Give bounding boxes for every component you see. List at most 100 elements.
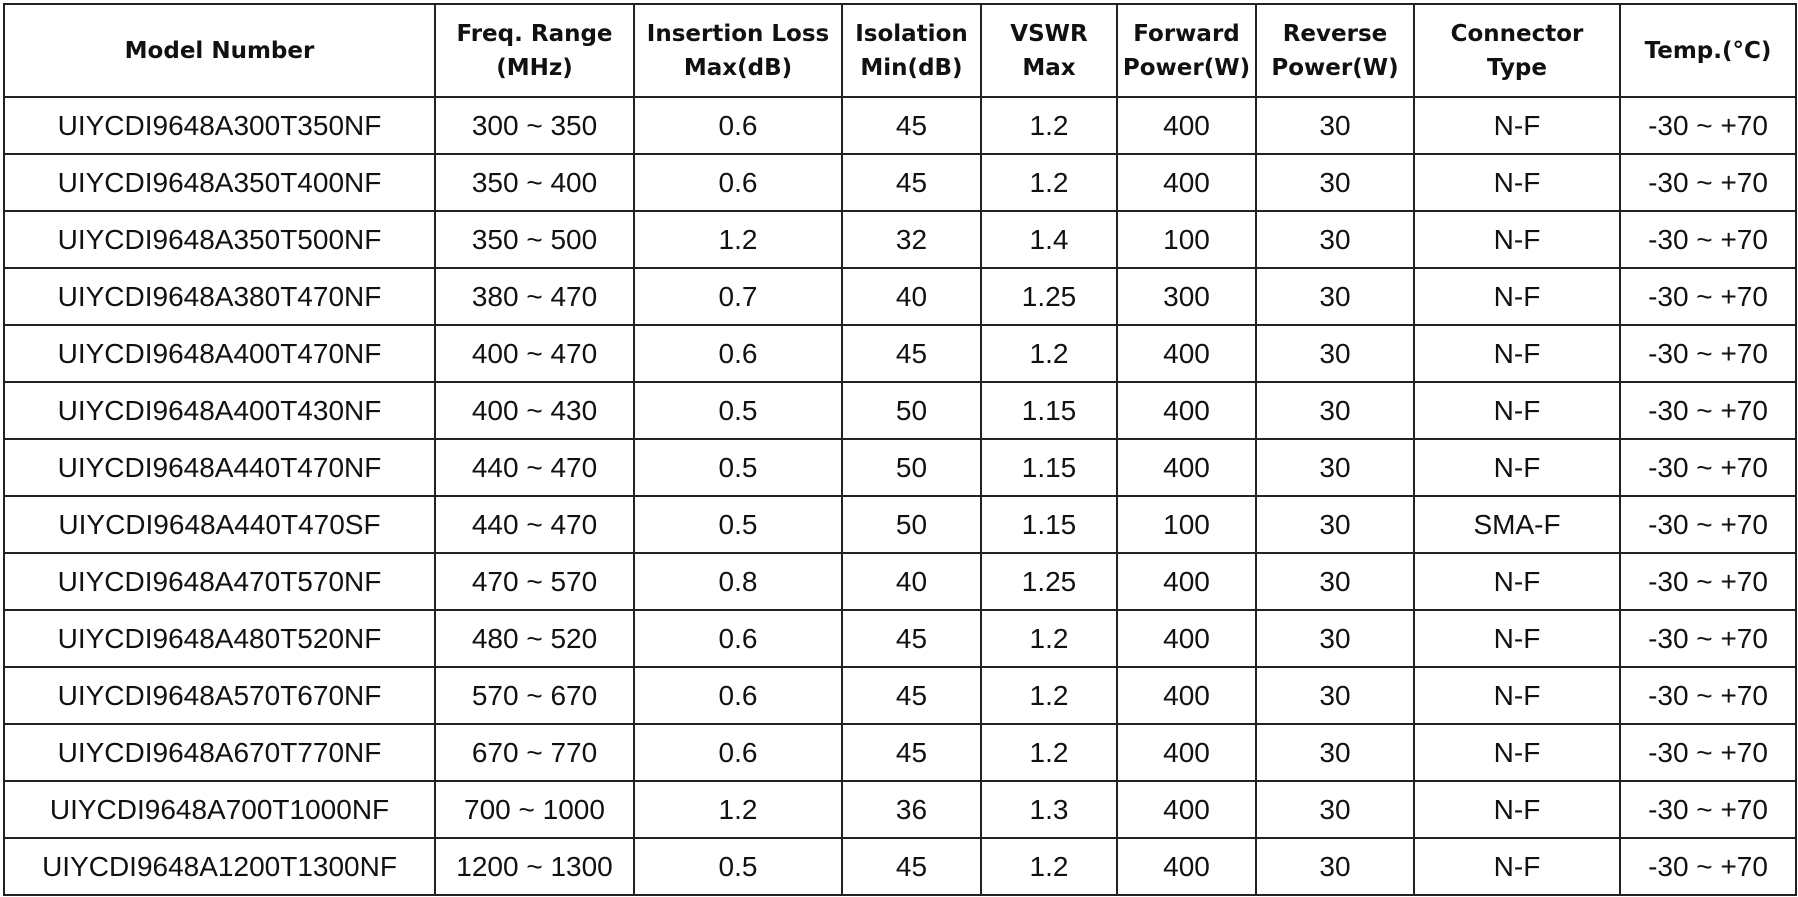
cell-connector-type: N-F bbox=[1413, 609, 1621, 668]
header-line: Model Number bbox=[124, 37, 315, 64]
header-line: Freq. Range bbox=[456, 20, 613, 47]
cell-vswr: 1.2 bbox=[980, 153, 1118, 212]
header-line: Type bbox=[1486, 54, 1547, 81]
header-forward-power: Forward Power(W) bbox=[1116, 3, 1257, 98]
cell-forward-power: 400 bbox=[1116, 552, 1257, 611]
header-vswr: VSWR Max bbox=[980, 3, 1118, 98]
cell-vswr: 1.4 bbox=[980, 210, 1118, 269]
cell-freq-range: 400 ~ 430 bbox=[434, 381, 635, 440]
cell-insertion-loss: 0.6 bbox=[633, 666, 843, 725]
cell-vswr: 1.25 bbox=[980, 552, 1118, 611]
cell-model-number: UIYCDI9648A570T670NF bbox=[3, 666, 436, 725]
cell-temp: -30 ~ +70 bbox=[1619, 267, 1797, 326]
cell-freq-range: 670 ~ 770 bbox=[434, 723, 635, 782]
cell-freq-range: 440 ~ 470 bbox=[434, 495, 635, 554]
cell-vswr: 1.3 bbox=[980, 780, 1118, 839]
header-row: Model Number Freq. Range (MHz) Insertion… bbox=[3, 3, 1797, 98]
cell-insertion-loss: 0.5 bbox=[633, 837, 843, 896]
cell-model-number: UIYCDI9648A440T470NF bbox=[3, 438, 436, 497]
cell-temp: -30 ~ +70 bbox=[1619, 723, 1797, 782]
cell-vswr: 1.2 bbox=[980, 666, 1118, 725]
cell-freq-range: 350 ~ 400 bbox=[434, 153, 635, 212]
cell-insertion-loss: 0.5 bbox=[633, 495, 843, 554]
cell-model-number: UIYCDI9648A400T470NF bbox=[3, 324, 436, 383]
cell-vswr: 1.15 bbox=[980, 381, 1118, 440]
cell-freq-range: 470 ~ 570 bbox=[434, 552, 635, 611]
cell-isolation: 45 bbox=[841, 96, 982, 155]
cell-freq-range: 350 ~ 500 bbox=[434, 210, 635, 269]
cell-temp: -30 ~ +70 bbox=[1619, 438, 1797, 497]
cell-connector-type: N-F bbox=[1413, 153, 1621, 212]
cell-insertion-loss: 0.7 bbox=[633, 267, 843, 326]
cell-connector-type: N-F bbox=[1413, 381, 1621, 440]
cell-vswr: 1.2 bbox=[980, 723, 1118, 782]
cell-reverse-power: 30 bbox=[1255, 438, 1415, 497]
header-temp: Temp.(°C) bbox=[1619, 3, 1797, 98]
header-line: Connector bbox=[1450, 20, 1584, 47]
cell-vswr: 1.2 bbox=[980, 609, 1118, 668]
cell-model-number: UIYCDI9648A480T520NF bbox=[3, 609, 436, 668]
table-row: UIYCDI9648A440T470NF 440 ~ 470 0.5 50 1.15 40… bbox=[3, 438, 1797, 497]
cell-insertion-loss: 0.8 bbox=[633, 552, 843, 611]
header-line: Reverse bbox=[1282, 20, 1388, 47]
cell-model-number: UIYCDI9648A470T570NF bbox=[3, 552, 436, 611]
header-line: Min(dB) bbox=[860, 54, 963, 81]
cell-model-number: UIYCDI9648A350T500NF bbox=[3, 210, 436, 269]
cell-insertion-loss: 1.2 bbox=[633, 210, 843, 269]
cell-freq-range: 400 ~ 470 bbox=[434, 324, 635, 383]
cell-vswr: 1.2 bbox=[980, 324, 1118, 383]
cell-freq-range: 380 ~ 470 bbox=[434, 267, 635, 326]
cell-isolation: 45 bbox=[841, 837, 982, 896]
cell-temp: -30 ~ +70 bbox=[1619, 153, 1797, 212]
header-connector-type: Connector Type bbox=[1413, 3, 1621, 98]
cell-insertion-loss: 0.5 bbox=[633, 381, 843, 440]
cell-insertion-loss: 0.6 bbox=[633, 153, 843, 212]
cell-insertion-loss: 0.6 bbox=[633, 96, 843, 155]
cell-isolation: 45 bbox=[841, 153, 982, 212]
cell-temp: -30 ~ +70 bbox=[1619, 837, 1797, 896]
cell-reverse-power: 30 bbox=[1255, 324, 1415, 383]
cell-model-number: UIYCDI9648A400T430NF bbox=[3, 381, 436, 440]
header-line: Insertion Loss bbox=[646, 20, 830, 47]
cell-isolation: 32 bbox=[841, 210, 982, 269]
cell-connector-type: N-F bbox=[1413, 96, 1621, 155]
header-isolation: Isolation Min(dB) bbox=[841, 3, 982, 98]
table-row: UIYCDI9648A1200T1300NF 1200 ~ 1300 0.5 45 1.… bbox=[3, 837, 1797, 896]
cell-vswr: 1.2 bbox=[980, 96, 1118, 155]
cell-insertion-loss: 0.6 bbox=[633, 324, 843, 383]
header-model-number: Model Number bbox=[3, 3, 436, 98]
cell-temp: -30 ~ +70 bbox=[1619, 552, 1797, 611]
cell-model-number: UIYCDI9648A700T1000NF bbox=[3, 780, 436, 839]
cell-model-number: UIYCDI9648A380T470NF bbox=[3, 267, 436, 326]
header-line: Forward bbox=[1133, 20, 1240, 47]
cell-forward-power: 400 bbox=[1116, 723, 1257, 782]
cell-vswr: 1.25 bbox=[980, 267, 1118, 326]
table-row: UIYCDI9648A380T470NF 380 ~ 470 0.7 40 1.25 30… bbox=[3, 267, 1797, 326]
cell-isolation: 45 bbox=[841, 723, 982, 782]
cell-reverse-power: 30 bbox=[1255, 552, 1415, 611]
header-line: Power(W) bbox=[1122, 54, 1251, 81]
cell-reverse-power: 30 bbox=[1255, 837, 1415, 896]
cell-reverse-power: 30 bbox=[1255, 381, 1415, 440]
cell-forward-power: 400 bbox=[1116, 837, 1257, 896]
cell-connector-type: N-F bbox=[1413, 267, 1621, 326]
cell-connector-type: N-F bbox=[1413, 780, 1621, 839]
cell-insertion-loss: 0.5 bbox=[633, 438, 843, 497]
header-freq-range: Freq. Range (MHz) bbox=[434, 3, 635, 98]
table-row: UIYCDI9648A440T470SF 440 ~ 470 0.5 50 1.15 10… bbox=[3, 495, 1797, 554]
cell-vswr: 1.15 bbox=[980, 438, 1118, 497]
header-insertion-loss: Insertion Loss Max(dB) bbox=[633, 3, 843, 98]
cell-reverse-power: 30 bbox=[1255, 267, 1415, 326]
cell-isolation: 45 bbox=[841, 666, 982, 725]
cell-forward-power: 400 bbox=[1116, 381, 1257, 440]
header-line: (MHz) bbox=[496, 54, 573, 81]
cell-isolation: 50 bbox=[841, 495, 982, 554]
header-line: Max(dB) bbox=[683, 54, 793, 81]
table-row: UIYCDI9648A670T770NF 670 ~ 770 0.6 45 1.2 400… bbox=[3, 723, 1797, 782]
header-line: Power(W) bbox=[1271, 54, 1399, 81]
header-line: VSWR bbox=[1010, 20, 1088, 47]
cell-vswr: 1.2 bbox=[980, 837, 1118, 896]
cell-model-number: UIYCDI9648A440T470SF bbox=[3, 495, 436, 554]
cell-forward-power: 400 bbox=[1116, 153, 1257, 212]
cell-forward-power: 100 bbox=[1116, 210, 1257, 269]
